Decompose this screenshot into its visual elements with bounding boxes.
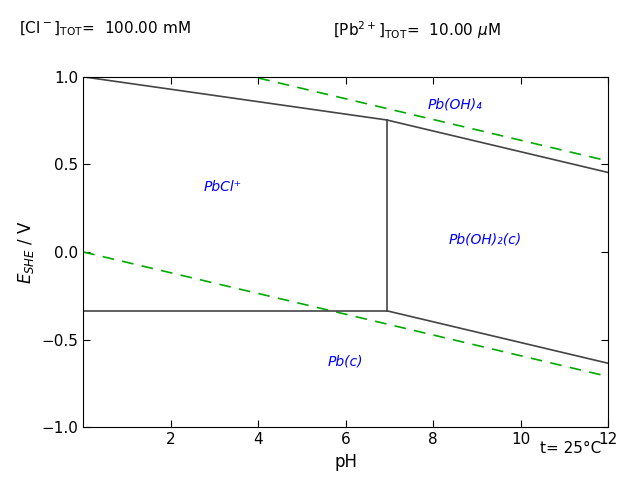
Text: Pb(OH)₄: Pb(OH)₄: [428, 97, 483, 111]
Text: Pb(OH)₂(c): Pb(OH)₂(c): [449, 232, 522, 246]
Text: t= 25°C: t= 25°C: [540, 441, 602, 456]
X-axis label: pH: pH: [334, 453, 357, 470]
Text: PbCl⁺: PbCl⁺: [204, 180, 242, 193]
Y-axis label: $E_{SHE}$ / V: $E_{SHE}$ / V: [16, 220, 36, 284]
Text: Pb(c): Pb(c): [328, 355, 364, 369]
Text: [Cl$^-]_{\rm TOT}$=  100.00 mM: [Cl$^-]_{\rm TOT}$= 100.00 mM: [19, 19, 191, 37]
Text: [Pb$^{2+}]_{\rm TOT}$=  10.00 $\mu$M: [Pb$^{2+}]_{\rm TOT}$= 10.00 $\mu$M: [333, 19, 500, 41]
